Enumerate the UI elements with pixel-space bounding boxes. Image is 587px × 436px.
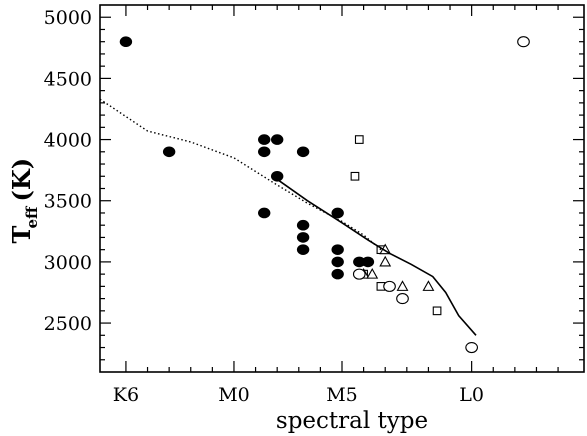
open-triangle-point <box>396 280 409 291</box>
filled-circle-point <box>258 146 271 158</box>
y-tick-label: 3500 <box>44 191 92 213</box>
open-square-point <box>354 135 364 144</box>
open-circle-point <box>465 341 478 354</box>
y-axis-title-unit: (K) <box>7 158 36 202</box>
y-tick-label: 2500 <box>44 313 92 335</box>
open-circle-point <box>396 293 409 305</box>
filled-circle-point <box>296 146 310 158</box>
filled-circle-point <box>331 207 344 219</box>
y-axis-title-main: T <box>7 226 36 244</box>
open-circle-point <box>383 280 396 292</box>
x-tick-label: M0 <box>218 384 250 406</box>
open-circle-point <box>352 268 366 280</box>
axis-ticks <box>100 5 584 372</box>
data-series <box>99 36 530 354</box>
filled-circle-point <box>162 146 176 158</box>
filled-circle-point <box>296 219 310 231</box>
filled-circle-point <box>258 134 271 145</box>
filled-circle-point <box>331 244 344 255</box>
y-tick-label: 5000 <box>44 7 92 29</box>
filled-circle-point <box>296 232 310 243</box>
open-square-point <box>350 171 360 181</box>
filled-circle-point <box>270 134 284 145</box>
axis-labels: 2500 3000 3500 4000 4500 5000 K6 M0 M5 L0 <box>44 7 484 406</box>
y-axis-title-sub: eff <box>23 205 41 229</box>
open-circle-point <box>517 36 530 48</box>
filled-circle-point <box>331 256 344 268</box>
open-triangle-point <box>422 280 435 291</box>
open-triangle-point <box>379 255 392 267</box>
filled-circle-point <box>119 36 133 47</box>
filled-circle-point <box>296 244 310 255</box>
y-tick-label: 4500 <box>44 68 92 90</box>
plot-area <box>99 4 585 373</box>
dotted-model-line <box>99 98 382 251</box>
solid-model-line <box>272 175 477 336</box>
x-tick-label: M5 <box>326 384 358 406</box>
filled-circle-point <box>270 170 284 182</box>
plot-frame <box>99 4 585 373</box>
open-square-point <box>432 306 442 316</box>
filled-circle-point <box>353 256 366 268</box>
x-tick-label: K6 <box>113 384 139 406</box>
filled-circle-point <box>258 207 271 219</box>
x-axis-title: spectral type <box>276 408 428 434</box>
filled-circle-point <box>331 268 344 280</box>
y-tick-label: 4000 <box>44 130 92 152</box>
open-triangle-point <box>366 268 379 279</box>
y-axis-title: T eff (K) <box>7 158 41 244</box>
x-tick-label: L0 <box>459 384 484 406</box>
filled-circle-point <box>361 256 375 268</box>
y-tick-label: 3000 <box>44 252 92 274</box>
